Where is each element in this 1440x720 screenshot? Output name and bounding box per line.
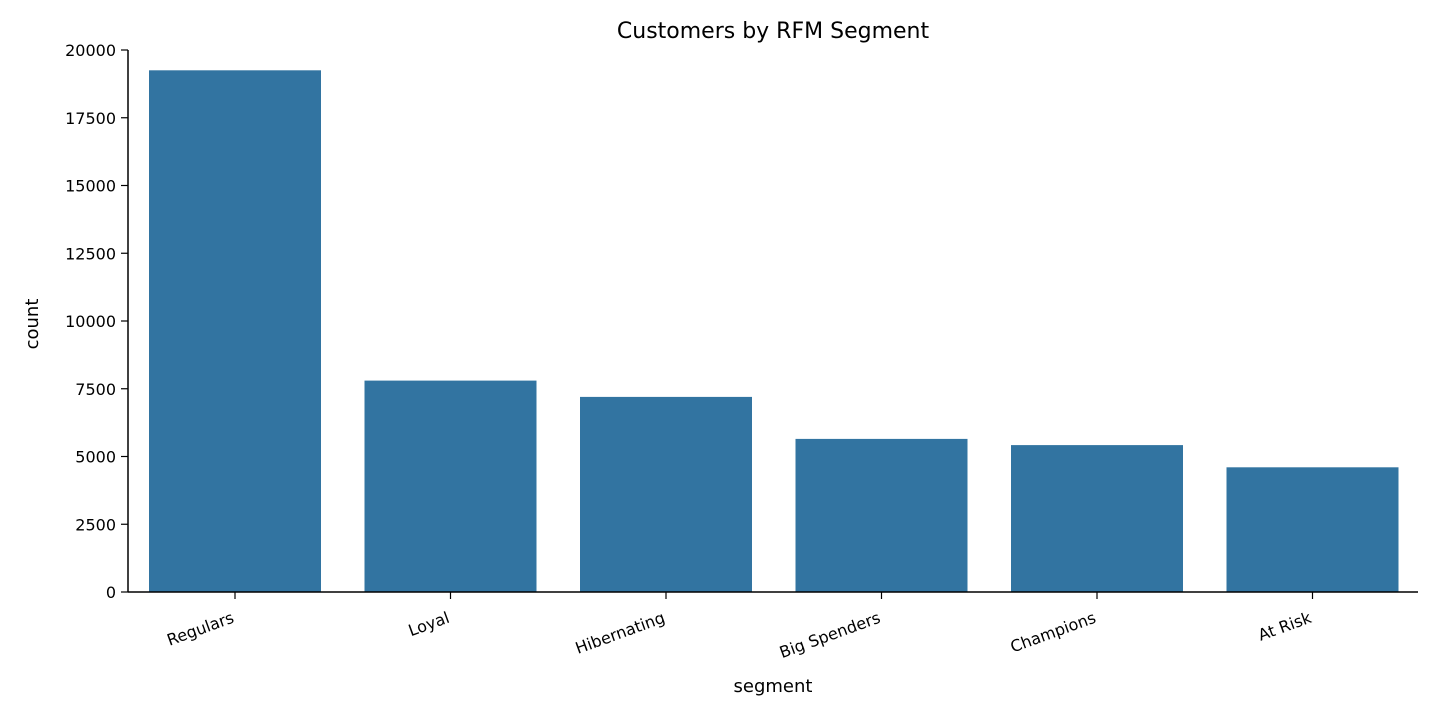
y-tick-label: 7500	[75, 380, 116, 399]
y-tick-label: 20000	[65, 41, 116, 60]
y-tick-label: 17500	[65, 109, 116, 128]
y-tick-label: 2500	[75, 515, 116, 534]
bar-hibernating	[580, 396, 752, 592]
x-tick-label: Champions	[1008, 608, 1099, 656]
bars-group	[149, 70, 1399, 593]
x-tick-label: Loyal	[406, 608, 452, 640]
x-tick-label: Regulars	[164, 608, 236, 650]
y-tick-label: 0	[106, 583, 116, 602]
y-tick-label: 12500	[65, 244, 116, 263]
bar-at-risk	[1226, 467, 1399, 592]
bar-regulars	[149, 70, 321, 593]
x-axis: Regulars Loyal Hibernating Big Spenders Cham…	[128, 591, 1418, 662]
x-axis-label: segment	[734, 676, 813, 697]
y-axis-label: count	[22, 299, 43, 350]
bar-champions	[1011, 445, 1183, 592]
bar-loyal	[364, 380, 537, 592]
y-tick-label: 15000	[65, 177, 116, 196]
chart-title: Customers by RFM Segment	[617, 19, 930, 44]
x-tick-label: Big Spenders	[777, 608, 883, 662]
bar-big-spenders	[795, 438, 968, 592]
y-tick-label: 10000	[65, 312, 116, 331]
x-tick-label: Hibernating	[573, 608, 668, 658]
y-tick-label: 5000	[75, 448, 116, 467]
x-tick-label: At Risk	[1256, 608, 1315, 645]
y-axis: 0 2500 5000 7500 10000 12500 15000 17500 20000	[65, 41, 129, 602]
